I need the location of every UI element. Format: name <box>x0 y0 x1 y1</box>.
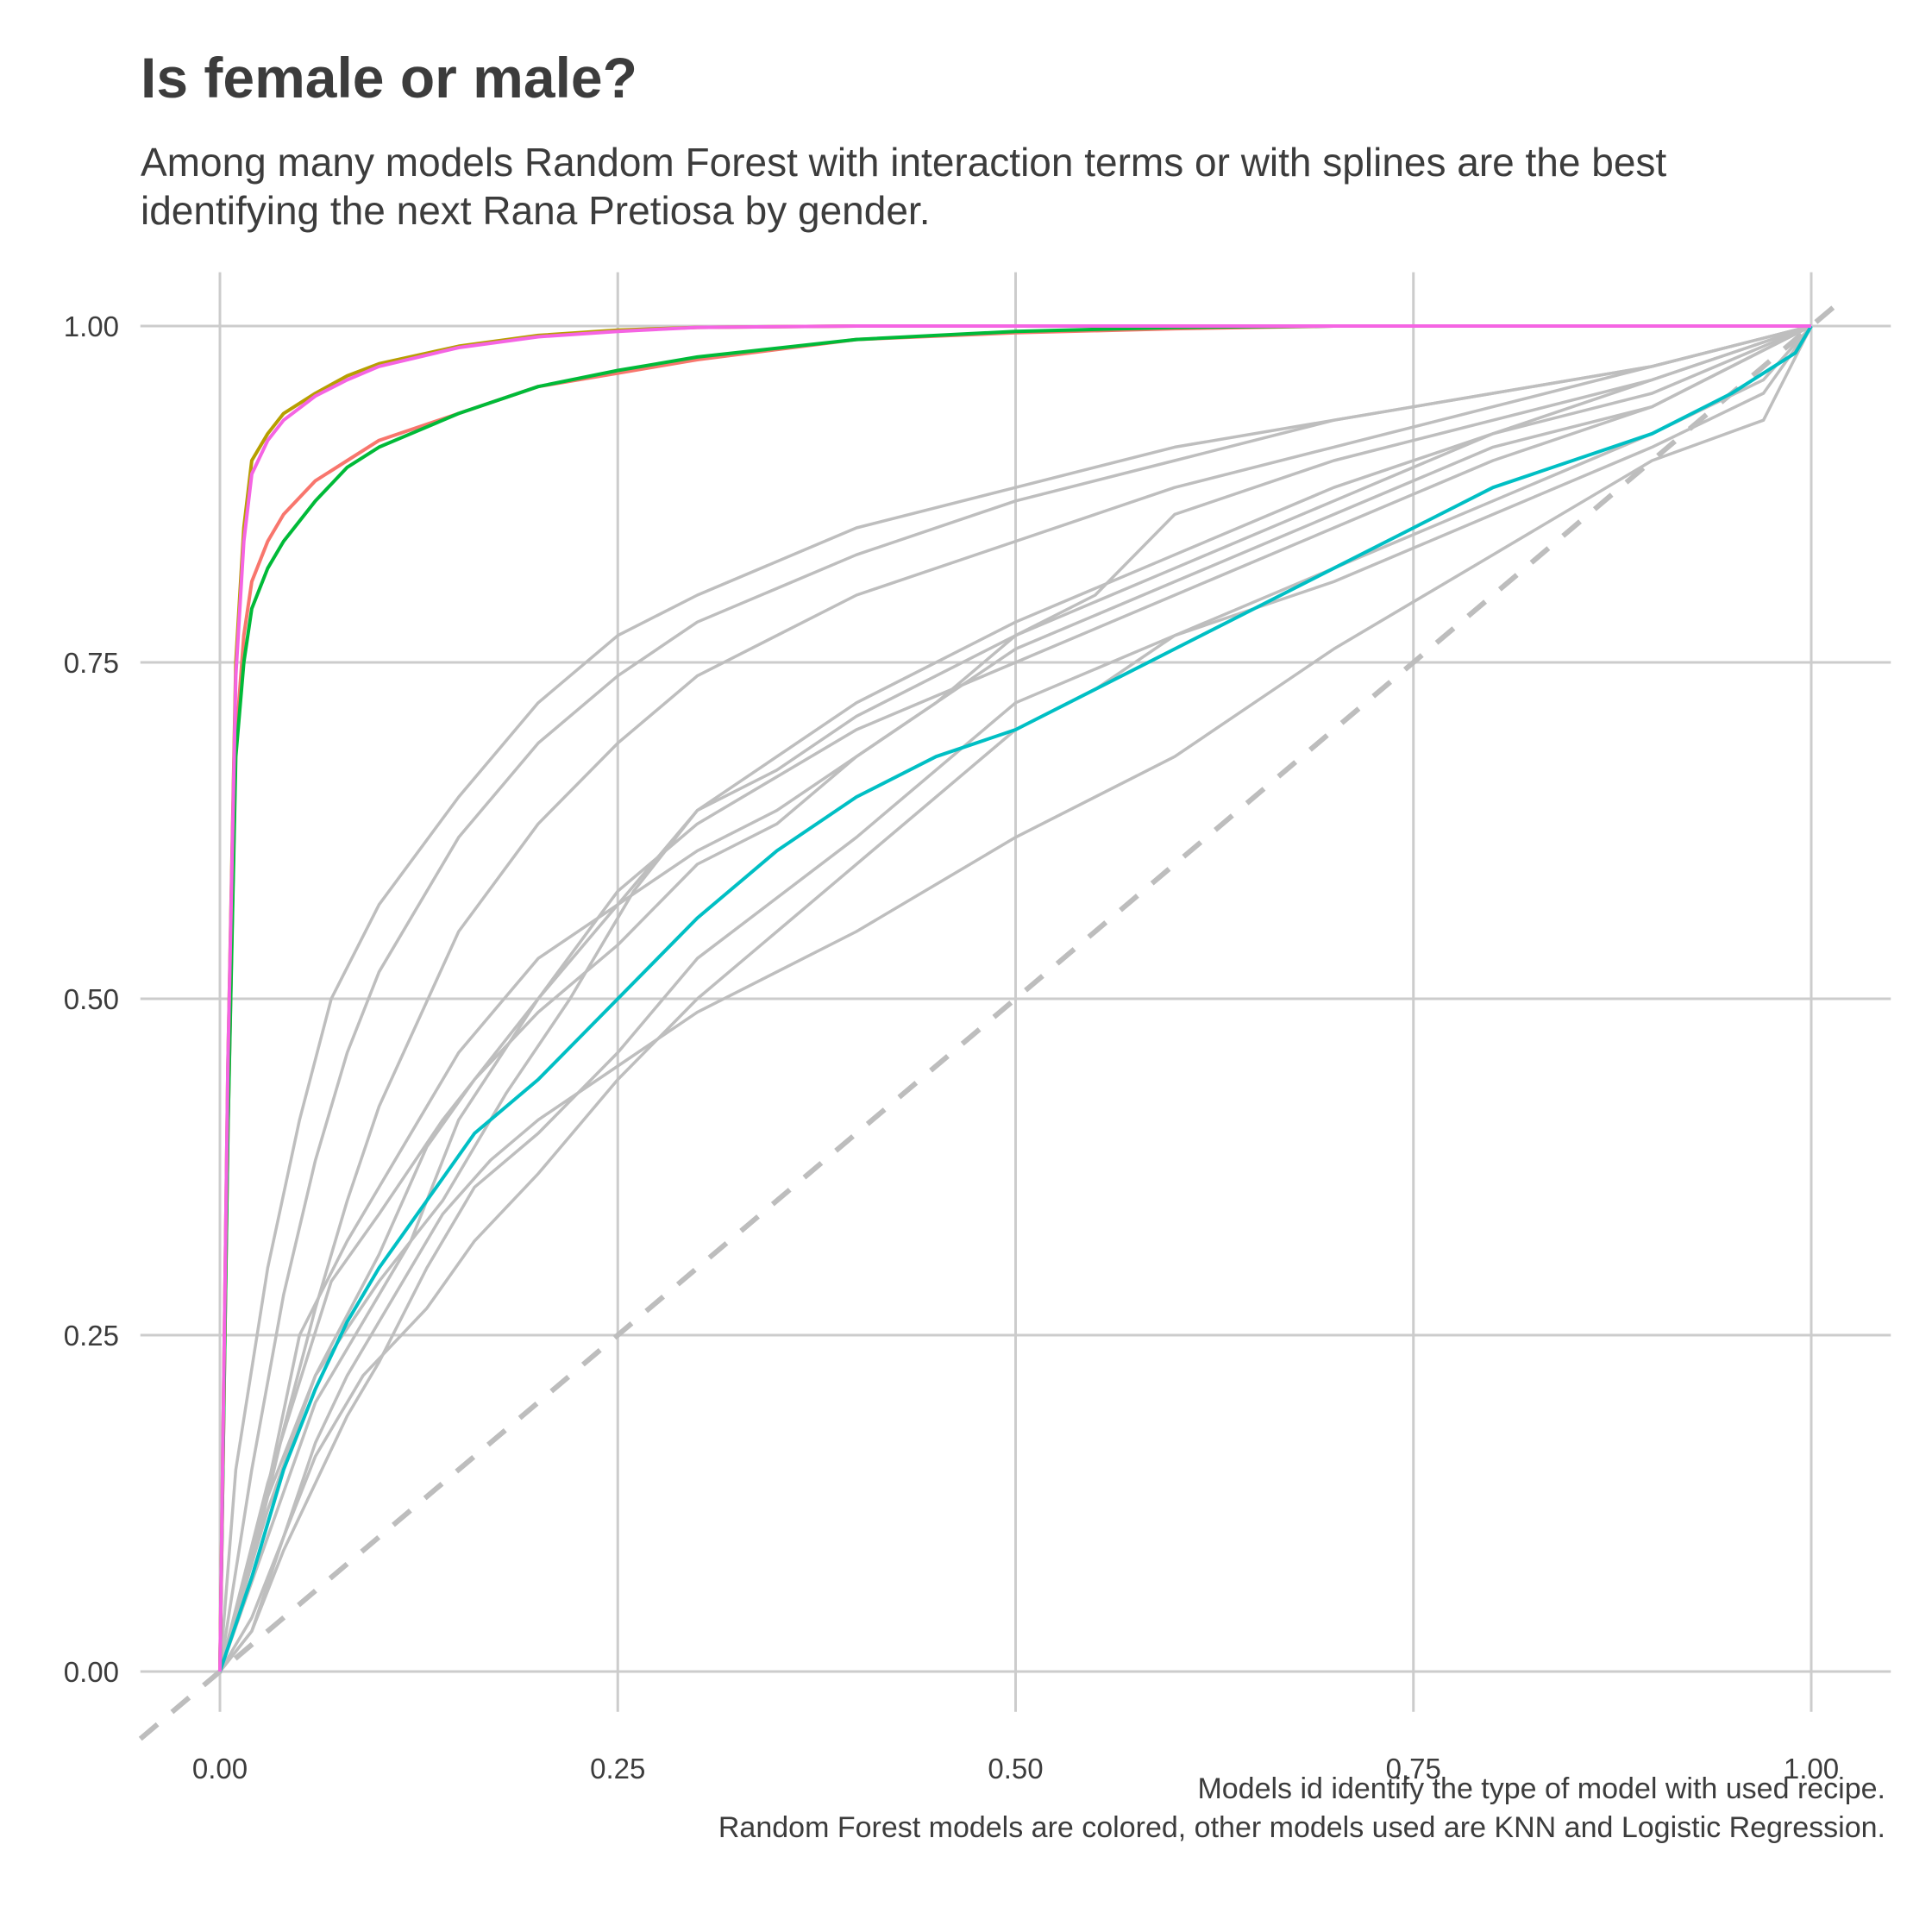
roc-curve-other-3 <box>218 324 1812 1672</box>
chart-subtitle: Among many models Random Forest with int… <box>141 138 1779 235</box>
diagonal-reference <box>138 297 1845 1741</box>
y-tick-label-2: 0.50 <box>64 983 119 1015</box>
roc-curve-other-6 <box>218 324 1812 1672</box>
caption-line-1: Models id identify the type of model wit… <box>1197 1772 1885 1805</box>
y-tick-label-1: 0.25 <box>64 1320 119 1352</box>
y-tick-label-4: 1.00 <box>64 310 119 342</box>
x-axis-ticks: 0.00 0.25 0.50 0.75 1.00 <box>192 1753 1839 1785</box>
y-axis-ticks: 0.00 0.25 0.50 0.75 1.00 <box>64 310 119 1688</box>
x-tick-label-0: 0.00 <box>192 1753 248 1785</box>
roc-curve-other-2 <box>218 324 1812 1672</box>
x-tick-label-3: 0.75 <box>1386 1753 1441 1785</box>
roc-curve-rf-5 <box>218 324 1811 1672</box>
caption-line-2: Random Forest models are colored, other … <box>718 1811 1885 1844</box>
y-tick-label-3: 0.75 <box>64 647 119 679</box>
subtitle-line-1: Among many models Random Forest with int… <box>141 140 1667 185</box>
y-tick-label-0: 0.00 <box>64 1656 119 1688</box>
chart-caption: Models id identify the type of model wit… <box>718 1770 1885 1847</box>
other-model-curves <box>218 324 1813 1673</box>
roc-curve-other-10 <box>218 324 1813 1673</box>
chart-title: Is female or male? <box>141 46 637 110</box>
x-tick-label-2: 0.50 <box>988 1753 1043 1785</box>
random-forest-curves <box>218 324 1813 1672</box>
roc-curve-other-8 <box>218 324 1812 1672</box>
x-tick-label-4: 1.00 <box>1784 1753 1839 1785</box>
roc-curve-other-4 <box>218 324 1812 1672</box>
reference-diagonal-line <box>138 297 1845 1741</box>
subtitle-line-2: identifying the next Rana Pretiosa by ge… <box>141 188 931 233</box>
roc-curve-rf-1 <box>218 324 1813 1672</box>
x-tick-label-1: 0.25 <box>590 1753 645 1785</box>
roc-curve-rf-3 <box>218 324 1811 1672</box>
roc-curve-other-5 <box>218 324 1812 1672</box>
roc-curve-other-11 <box>218 324 1813 1673</box>
